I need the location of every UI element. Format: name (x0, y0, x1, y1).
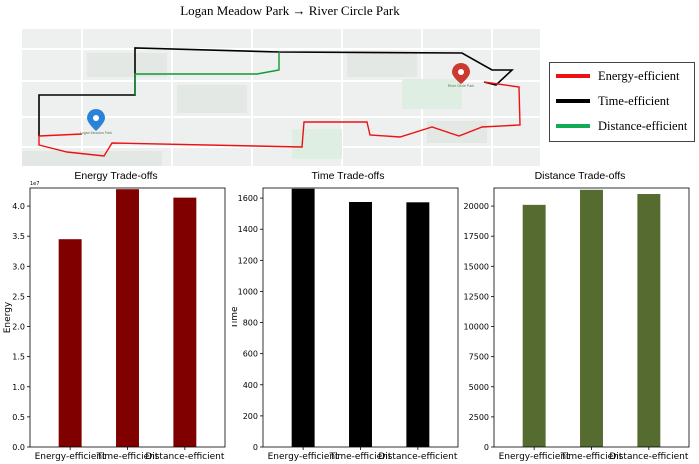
y-tick-label: 1000 (238, 287, 258, 296)
plot-frame (493, 187, 690, 448)
y-tick-label: 7500 (469, 353, 489, 362)
legend-item-time: Time-efficient (556, 91, 670, 111)
y-tick-label: 1400 (238, 225, 258, 234)
bar-time-efficient (116, 189, 139, 447)
bar-energy-efficient (522, 204, 546, 447)
bar-distance-efficient (173, 197, 197, 447)
origin-label: Logan Meadow Park (80, 131, 112, 135)
y-tick-label: 1200 (238, 256, 258, 265)
legend-swatch-time (556, 99, 590, 103)
time-route-line (38, 47, 515, 136)
energy-route-spur (38, 133, 83, 137)
x-tick-label: Distance-efficient (145, 452, 225, 462)
distance-chart-plot: Energy-efficientTime-efficientDistance-e… (464, 187, 690, 462)
legend-item-energy: Energy-efficient (556, 66, 679, 86)
y-tick-label: 17500 (464, 232, 489, 241)
energy-chart-plot: Energy-efficientTime-efficientDistance-e… (3, 181, 226, 462)
map-blocks (22, 53, 487, 166)
y-tick-label: 0.0 (12, 443, 25, 452)
destination-marker[interactable] (452, 63, 470, 84)
bar-distance-efficient (637, 194, 661, 447)
distance-chart-title: Distance Trade-offs (534, 170, 626, 182)
y-tick-label: 1.0 (12, 383, 25, 392)
legend-item-distance: Distance-efficient (556, 116, 687, 136)
legend-swatch-energy (556, 74, 590, 78)
legend-label-energy: Energy-efficient (598, 68, 680, 83)
y-tick-label: 2500 (469, 413, 489, 422)
y-tick-label: 400 (243, 381, 258, 390)
y-tick-label: 5000 (469, 383, 489, 392)
y-tick-label: 12500 (464, 292, 489, 301)
y-tick-label: 0 (253, 443, 258, 452)
energy-chart: Energy Trade-offs Energy-efficient Time-e… (0, 170, 232, 464)
y-tick-label: 15000 (464, 262, 489, 271)
origin-marker[interactable] (87, 109, 105, 131)
y-tick-label: 600 (243, 350, 258, 359)
y-tick-label: 3.5 (12, 232, 25, 241)
plot-frame (262, 187, 459, 448)
map-parks (292, 79, 462, 159)
plot-frame (29, 187, 226, 448)
route-map-canvas: Logan Meadow Park River Circle Park (22, 29, 540, 166)
y-tick-label: 2.0 (12, 323, 25, 332)
y-tick-label: 1600 (238, 194, 258, 203)
time-chart: Time Trade-offs Energy-efficient Time-eff… (232, 170, 464, 464)
x-tick-label: Energy-efficient (35, 452, 107, 462)
bar-energy-efficient (291, 188, 315, 447)
x-tick-label: Time-efficient (329, 452, 392, 462)
y-axis-label: Distance (464, 297, 466, 337)
y-tick-label: 1.5 (12, 353, 25, 362)
y-tick-label: 10000 (464, 323, 489, 332)
energy-chart-title: Energy Trade-offs (74, 170, 158, 182)
destination-label: River Circle Park (448, 84, 475, 88)
y-tick-label: 800 (243, 319, 258, 328)
legend-label-distance: Distance-efficient (598, 118, 688, 133)
y-tick-label: 0 (484, 443, 489, 452)
y-scale-note: 1e7 (30, 181, 39, 187)
route-legend: Energy-efficient Time-efficient Distance… (549, 62, 695, 142)
distance-chart: Distance Trade-offs Energy-efficient Time… (464, 170, 696, 464)
x-tick-label: Energy-efficient (268, 452, 340, 462)
bar-time-efficient (349, 202, 372, 447)
x-tick-label: Energy-efficient (499, 452, 571, 462)
y-tick-label: 2.5 (12, 292, 25, 301)
map-streets (22, 29, 540, 166)
x-tick-label: Distance-efficient (609, 452, 689, 462)
y-tick-label: 20000 (464, 202, 489, 211)
energy-route-line (38, 81, 521, 157)
distance-route-line (134, 52, 280, 95)
time-chart-plot: Energy-efficientTime-efficientDistance-e… (232, 187, 459, 462)
x-tick-label: Time-efficient (560, 452, 623, 462)
y-tick-label: 4.0 (12, 202, 25, 211)
y-axis-label: Energy (3, 301, 13, 333)
y-tick-label: 3.0 (12, 262, 25, 271)
x-tick-label: Time-efficient (96, 452, 159, 462)
legend-swatch-distance (556, 124, 590, 128)
time-chart-title: Time Trade-offs (311, 170, 385, 182)
y-tick-label: 200 (243, 412, 258, 421)
bar-energy-efficient (58, 239, 82, 447)
bar-time-efficient (580, 189, 603, 447)
y-tick-label: 0.5 (12, 413, 25, 422)
route-map[interactable]: Logan Meadow Park River Circle Park (22, 29, 540, 166)
x-tick-label: Distance-efficient (378, 452, 458, 462)
y-axis-label: Time (232, 306, 240, 329)
legend-label-time: Time-efficient (598, 93, 670, 108)
bar-distance-efficient (406, 202, 430, 447)
page-title: Logan Meadow Park → River Circle Park (180, 3, 400, 18)
